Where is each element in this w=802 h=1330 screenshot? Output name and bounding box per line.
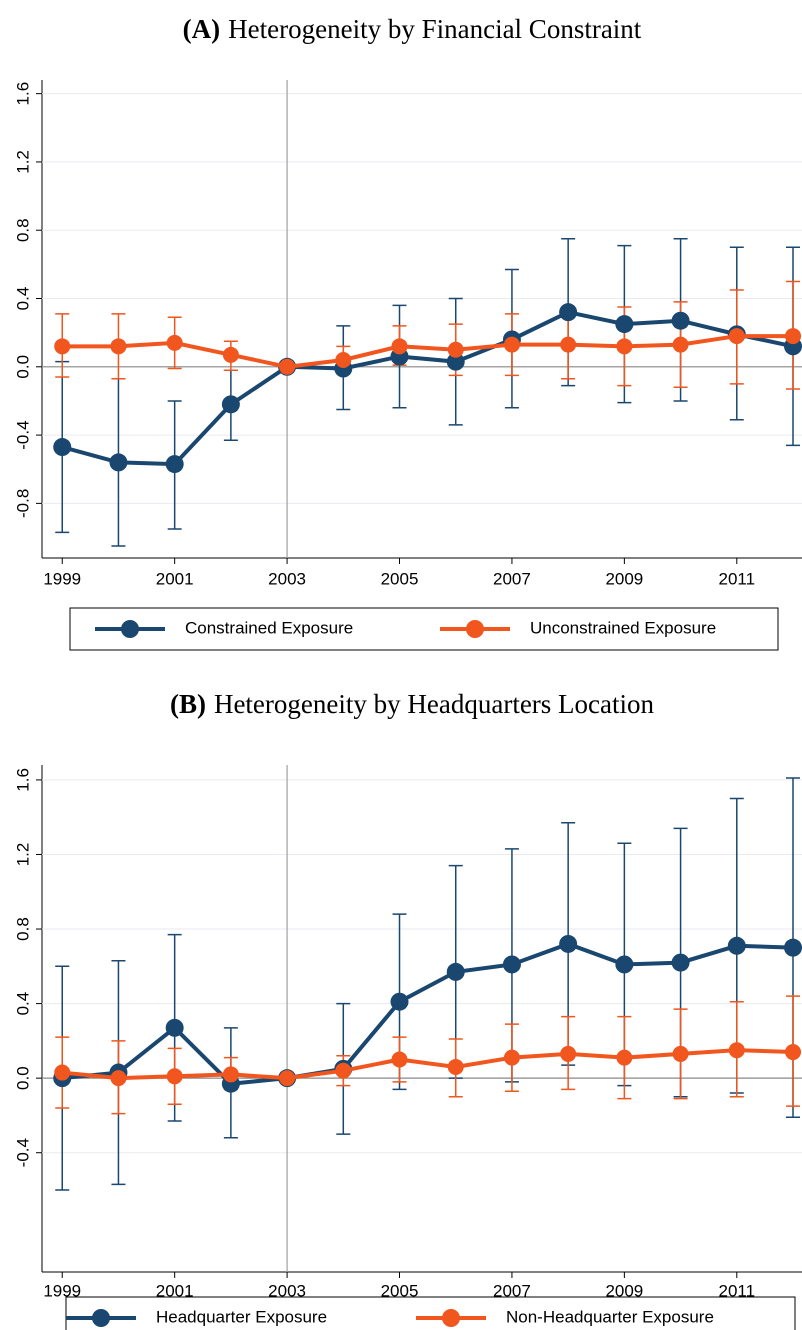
point (503, 336, 520, 353)
point (671, 311, 690, 330)
y-tick-label: 1.6 (13, 82, 32, 106)
chart-title: (A) Heterogeneity by Financial Constraint (183, 14, 642, 44)
x-tick-label: 2001 (156, 1281, 194, 1300)
x-tick-label: 2009 (605, 569, 643, 588)
point (335, 351, 352, 368)
point (54, 338, 71, 355)
point (560, 336, 577, 353)
point (109, 453, 128, 472)
y-tick-label: 0.8 (13, 218, 32, 242)
legend-marker (466, 620, 484, 638)
point (728, 1042, 745, 1059)
point (503, 1049, 520, 1066)
point (785, 1044, 802, 1061)
point (166, 1068, 183, 1085)
legend-label: Non-Headquarter Exposure (506, 1307, 714, 1326)
point (502, 955, 521, 974)
point (279, 1070, 296, 1087)
point (672, 1045, 689, 1062)
y-tick-label: -0.4 (13, 420, 32, 449)
x-tick-label: 2009 (605, 1281, 643, 1300)
series-line (62, 941, 794, 1086)
point (166, 334, 183, 351)
point (279, 358, 296, 375)
point (559, 934, 578, 953)
series-line (62, 334, 794, 369)
point (559, 303, 578, 322)
series-line (61, 310, 794, 467)
legend-marker (442, 1309, 460, 1327)
y-tick-label: 0.4 (13, 287, 32, 311)
point (616, 1049, 633, 1066)
y-tick-label: 0.8 (13, 917, 32, 941)
point (110, 1070, 127, 1087)
point (727, 936, 746, 955)
y-tick-label: 0.0 (13, 1066, 32, 1090)
point (222, 1066, 239, 1083)
point (221, 395, 240, 414)
point (447, 1058, 464, 1075)
point (560, 1045, 577, 1062)
plot-area (53, 238, 802, 547)
point (446, 352, 465, 371)
point (615, 955, 634, 974)
legend-marker (92, 1309, 110, 1327)
point (390, 992, 409, 1011)
x-tick-label: 2007 (493, 569, 531, 588)
y-tick-label: -0.8 (13, 489, 32, 518)
plot-area (53, 777, 802, 1191)
point (447, 341, 464, 358)
x-tick-label: 1999 (43, 1281, 81, 1300)
x-tick-label: 2011 (719, 569, 756, 588)
legend-label: Unconstrained Exposure (530, 618, 716, 637)
legend-label: Constrained Exposure (185, 618, 353, 637)
panel-label: (A) (183, 14, 220, 44)
point (53, 438, 72, 457)
y-tick-label: 1.2 (13, 843, 32, 867)
point (616, 338, 633, 355)
point (165, 455, 184, 474)
point (222, 346, 239, 363)
x-tick-label: 2007 (493, 1281, 531, 1300)
x-tick-label: 2011 (719, 1281, 756, 1300)
x-tick-label: 1999 (43, 569, 81, 588)
point (785, 328, 802, 345)
x-tick-label: 2001 (156, 569, 194, 588)
point (54, 1064, 71, 1081)
point (335, 1062, 352, 1079)
x-tick-label: 2005 (381, 1281, 419, 1300)
point (165, 1018, 184, 1037)
point (671, 953, 690, 972)
y-tick-label: 0.4 (13, 992, 32, 1016)
point (446, 962, 465, 981)
chart-title: (B) Heterogeneity by Headquarters Locatio… (170, 689, 655, 719)
point (391, 338, 408, 355)
legend-box (69, 607, 779, 651)
point (784, 938, 802, 957)
x-tick-label: 2003 (268, 1281, 306, 1300)
y-tick-label: -0.4 (13, 1138, 32, 1167)
y-tick-label: 0.0 (13, 355, 32, 379)
x-tick-label: 2003 (268, 569, 306, 588)
legend-marker (121, 620, 139, 638)
legend-box (65, 1296, 796, 1330)
point (672, 336, 689, 353)
y-tick-label: 1.2 (13, 150, 32, 174)
point (391, 1051, 408, 1068)
panel-label: (B) (170, 689, 206, 719)
title-text: Heterogeneity by Headquarters Location (214, 689, 655, 719)
y-tick-label: 1.6 (13, 768, 32, 792)
title-text: Heterogeneity by Financial Constraint (228, 14, 642, 44)
point (728, 328, 745, 345)
point (110, 338, 127, 355)
series-line (62, 1048, 794, 1081)
point (615, 315, 634, 334)
legend-label: Headquarter Exposure (156, 1307, 327, 1326)
x-tick-label: 2005 (381, 569, 419, 588)
